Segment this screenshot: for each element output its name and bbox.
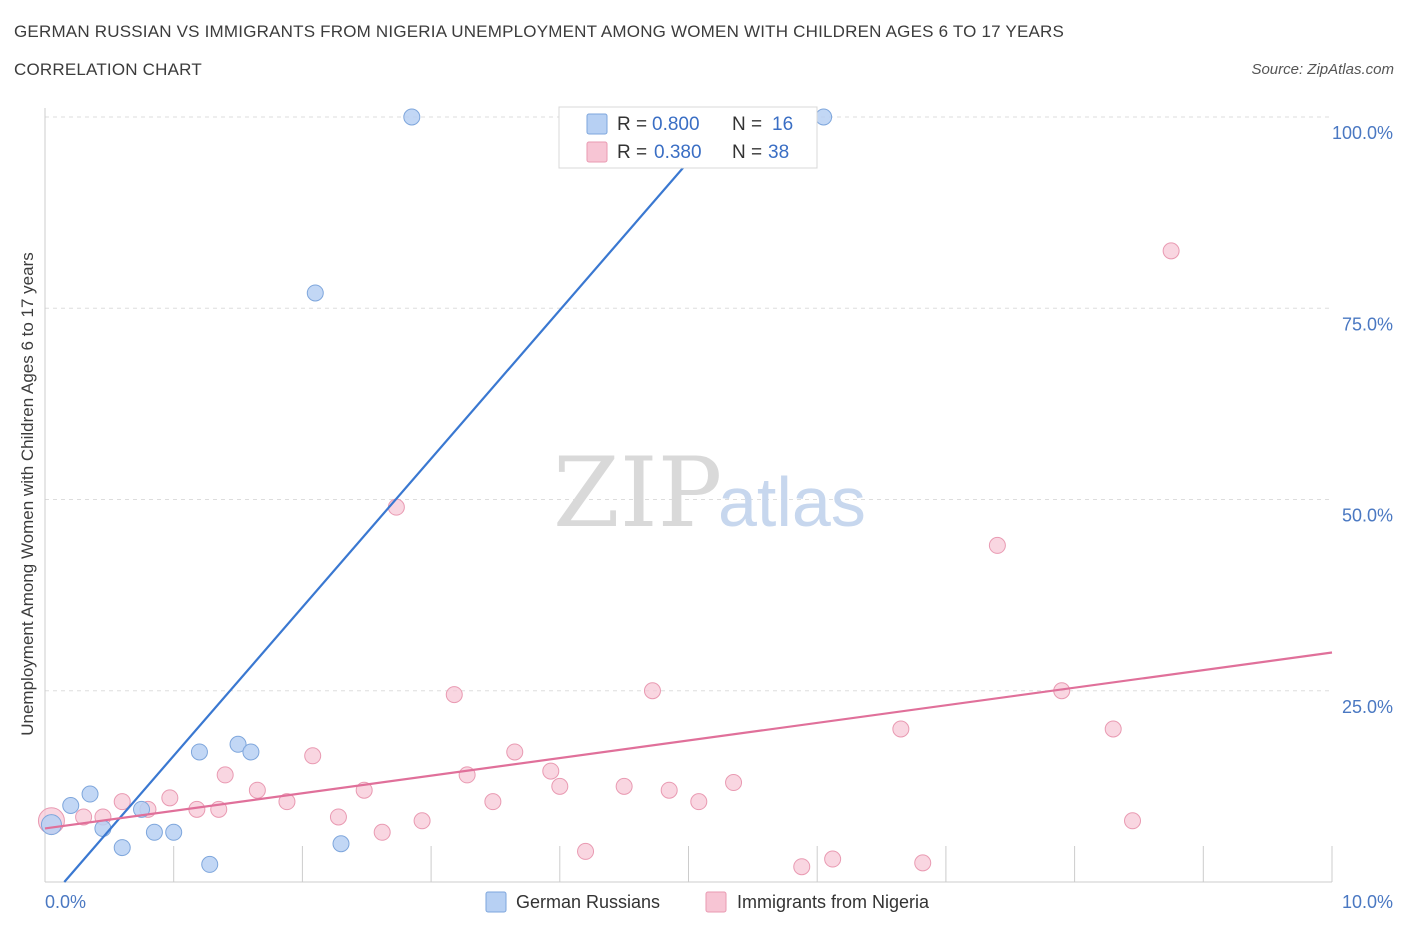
point-german-russians-8	[190, 743, 208, 761]
point-german-russians-15	[815, 108, 833, 126]
legend-r-label-2: R =	[617, 142, 647, 163]
point-german-russians-5	[133, 800, 151, 818]
point-nigeria-28	[725, 774, 743, 792]
legend-n-value-2: 38	[768, 142, 789, 163]
point-nigeria-21	[542, 762, 560, 780]
point-german-russians-10	[229, 735, 247, 753]
legend-n-label-2: N =	[732, 142, 762, 163]
legend-swatch-pink	[586, 141, 608, 163]
point-nigeria-22	[551, 777, 569, 795]
point-nigeria-23	[577, 842, 595, 860]
trend-line-german-russians	[63, 116, 728, 883]
point-german-russians-11	[242, 743, 260, 761]
y-tick-label-25: 25.0%	[1342, 697, 1393, 717]
x-tick-label-max: 10.0%	[1342, 892, 1393, 912]
point-german-russians-4	[113, 839, 131, 857]
point-nigeria-14	[373, 823, 391, 841]
x-axis-ticks	[173, 846, 1333, 882]
point-nigeria-15	[387, 498, 405, 516]
y-tick-label-100: 100.0%	[1332, 123, 1393, 143]
trend-lines	[44, 116, 1333, 883]
point-nigeria-31	[892, 720, 910, 738]
point-nigeria-12	[329, 808, 347, 826]
series-nigeria-points	[37, 242, 1180, 876]
point-nigeria-25	[643, 682, 661, 700]
legend-r-value-2: 0.380	[654, 142, 702, 163]
point-nigeria-19	[484, 793, 502, 811]
point-nigeria-36	[1124, 812, 1142, 830]
bottom-legend-swatch-blue	[485, 891, 507, 913]
point-nigeria-1	[75, 808, 93, 826]
trend-line-nigeria	[44, 651, 1333, 830]
point-nigeria-11	[304, 747, 322, 765]
y-axis-label: Unemployment Among Women with Children A…	[18, 252, 37, 736]
series-german-russians-points	[40, 108, 833, 873]
point-nigeria-8	[216, 766, 234, 784]
point-nigeria-27	[690, 793, 708, 811]
point-german-russians-12	[306, 284, 324, 302]
point-nigeria-30	[824, 850, 842, 868]
point-nigeria-29	[793, 858, 811, 876]
x-tick-label-min: 0.0%	[45, 892, 86, 912]
y-tick-label-75: 75.0%	[1342, 314, 1393, 334]
point-nigeria-33	[988, 536, 1006, 554]
point-german-russians-14	[403, 108, 421, 126]
watermark-atlas: atlas	[718, 463, 866, 541]
point-nigeria-20	[506, 743, 524, 761]
point-german-russians-1	[62, 797, 80, 814]
point-nigeria-32	[914, 854, 932, 872]
watermark-zip: ZIP	[553, 437, 722, 549]
point-german-russians-7	[165, 823, 183, 841]
point-german-russians-9	[201, 855, 219, 873]
bottom-legend-swatch-pink	[705, 891, 727, 913]
point-nigeria-35	[1104, 720, 1122, 738]
point-nigeria-26	[660, 781, 678, 799]
point-german-russians-2	[81, 785, 99, 803]
bottom-legend-nigeria: Immigrants from Nigeria	[737, 892, 930, 912]
legend-r-label-1: R =	[617, 114, 647, 135]
point-nigeria-37	[1162, 242, 1180, 260]
point-nigeria-24	[615, 777, 633, 795]
y-tick-labels: 25.0% 50.0% 75.0% 100.0%	[1332, 123, 1393, 717]
point-german-russians-13	[332, 835, 350, 853]
legend-swatch-blue	[586, 113, 608, 135]
watermark: ZIP atlas	[553, 437, 866, 549]
chart-title: GERMAN RUSSIAN VS IMMIGRANTS FROM NIGERI…	[14, 22, 1065, 41]
point-nigeria-10	[278, 793, 296, 811]
bottom-legend-german-russians: German Russians	[516, 892, 660, 912]
point-nigeria-17	[445, 686, 463, 704]
point-nigeria-3	[113, 793, 131, 811]
point-german-russians-3	[94, 819, 112, 837]
point-german-russians-0	[40, 814, 62, 836]
bottom-legend: German Russians Immigrants from Nigeria	[485, 891, 930, 913]
point-nigeria-16	[413, 812, 431, 830]
point-nigeria-5	[161, 789, 179, 807]
legend-n-value-1: 16	[772, 114, 793, 135]
legend-n-label-1: N =	[732, 114, 762, 135]
point-nigeria-9	[248, 781, 266, 799]
source-credit: Source: ZipAtlas.com	[1251, 61, 1394, 78]
chart-subtitle: CORRELATION CHART	[14, 60, 202, 79]
y-tick-label-50: 50.0%	[1342, 506, 1393, 526]
legend-box: R = 0.800 N = 16 R = 0.380 N = 38	[558, 106, 818, 169]
legend-r-value-1: 0.800	[652, 114, 700, 135]
point-german-russians-6	[145, 823, 163, 841]
gridlines	[45, 116, 1332, 692]
